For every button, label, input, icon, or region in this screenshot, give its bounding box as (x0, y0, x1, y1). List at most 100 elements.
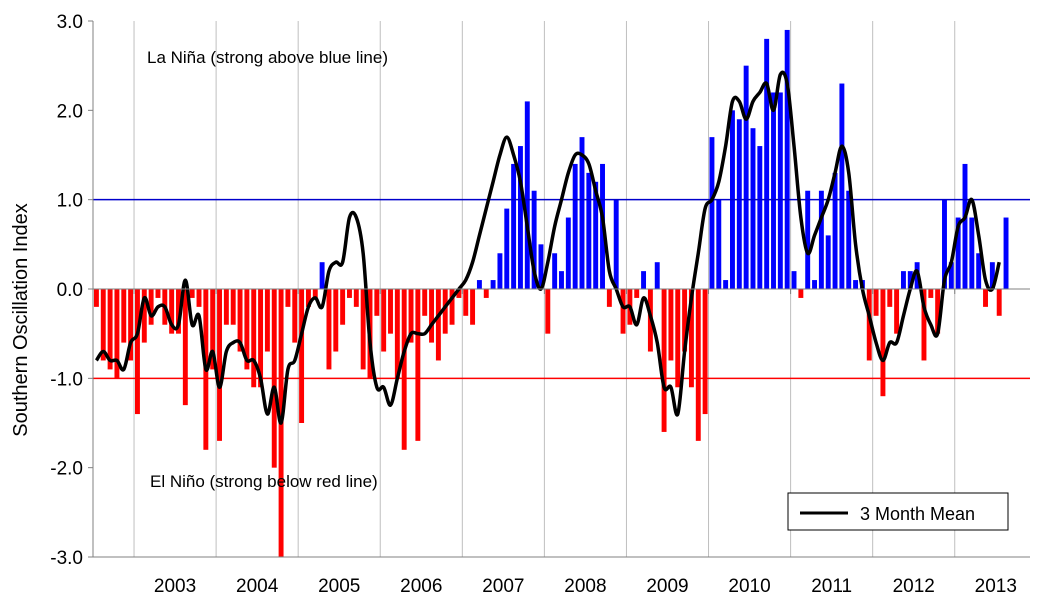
soi-bar (846, 190, 852, 289)
soi-bar (989, 262, 995, 289)
soi-bar (723, 280, 729, 289)
x-tick-label: 2007 (482, 576, 524, 597)
soi-bar (654, 262, 660, 289)
y-tick-label: -3.0 (50, 548, 83, 569)
soi-bar (736, 119, 742, 290)
soi-bar (606, 289, 612, 307)
soi-bar (360, 289, 366, 370)
soi-bar (709, 137, 715, 289)
soi-bar (880, 289, 886, 397)
soi-bar (442, 289, 448, 334)
soi-bar (634, 289, 640, 298)
y-tick-label: 3.0 (57, 12, 83, 33)
soi-bar (408, 289, 414, 343)
soi-bar (552, 253, 558, 289)
soi-bar (155, 289, 161, 298)
soi-bar (230, 289, 236, 325)
soi-bar (415, 289, 421, 441)
y-tick-label: 2.0 (57, 101, 83, 122)
soi-bar (210, 289, 216, 370)
soi-bar (517, 146, 523, 289)
soi-bar (394, 289, 400, 379)
soi-bar (217, 289, 222, 441)
soi-bar (353, 289, 359, 307)
soi-bar (470, 289, 476, 325)
soi-bar (907, 271, 913, 289)
soi-bar (504, 208, 510, 289)
soi-bar (702, 289, 708, 415)
soi-bar (545, 289, 551, 334)
soi-bar (196, 289, 202, 307)
soi-bar (688, 289, 694, 388)
soi-bar (148, 289, 154, 325)
soi-bar (319, 262, 325, 289)
soi-bar (866, 289, 872, 361)
soi-bar (524, 101, 530, 290)
soi-bar (593, 181, 599, 289)
soi-bar (449, 289, 455, 325)
soi-bar (777, 92, 783, 289)
soi-bar (121, 289, 127, 343)
el-nino-annotation: El Niño (strong below red line) (150, 472, 378, 491)
x-tick-label: 2013 (975, 576, 1017, 597)
soi-bar (169, 289, 175, 334)
soi-bar (531, 190, 537, 289)
soi-bar (490, 280, 496, 289)
soi-bar (955, 217, 961, 289)
soi-bar (586, 172, 592, 289)
soi-bar (887, 289, 893, 307)
x-tick-label: 2004 (236, 576, 279, 597)
soi-bar (483, 289, 489, 298)
mean-line-layer (94, 70, 1001, 425)
soi-bar (613, 199, 619, 289)
soi-bar (675, 289, 681, 388)
soi-bar (771, 92, 776, 289)
legend-label: 3 Month Mean (860, 504, 975, 524)
soi-bar (784, 29, 790, 290)
soi-bar (1003, 217, 1009, 289)
x-tick-label: 2005 (318, 576, 360, 597)
soi-bar (764, 38, 770, 289)
soi-bar (333, 289, 339, 352)
soi-bar (114, 289, 120, 379)
soi-bar (921, 289, 927, 361)
x-tick-label: 2003 (154, 576, 196, 597)
soi-bar (695, 289, 701, 441)
soi-bar (381, 289, 387, 352)
soi-bar (572, 163, 578, 289)
soi-bar (497, 253, 503, 289)
axis-layer: 3.0 2.0 1.0 0.0 -1.0 -2.0 -3.0 2003 2004 2005 2006… (50, 12, 1030, 597)
soi-bar (969, 217, 975, 289)
soi-bar (791, 271, 797, 289)
soi-bar (962, 163, 968, 289)
legend: 3 Month Mean (787, 492, 1009, 531)
soi-bar (839, 83, 845, 290)
y-tick-label: 0.0 (57, 280, 83, 301)
soi-bar (894, 289, 900, 334)
soi-bar (942, 199, 947, 289)
y-tick-label: -1.0 (50, 369, 83, 390)
soi-bar (100, 289, 106, 361)
soi-bar (935, 289, 941, 334)
soi-bar (641, 271, 647, 289)
soi-bar (258, 289, 264, 388)
x-tick-label: 2009 (646, 576, 688, 597)
soi-bar (251, 289, 257, 388)
soi-bar (340, 289, 346, 325)
soi-bar (374, 289, 380, 316)
soi-bar (223, 289, 229, 325)
y-axis-label: Southern Oscillation Index (10, 203, 32, 436)
soi-bar (668, 289, 674, 361)
soi-bar (825, 235, 831, 289)
soi-bar (237, 289, 243, 352)
soi-bar (682, 289, 688, 352)
soi-bar (401, 289, 407, 450)
soi-bar (853, 280, 859, 289)
soi-bar (182, 289, 188, 406)
three-month-mean-line (94, 70, 1001, 425)
soi-bar (579, 137, 585, 289)
soi-bar (326, 289, 332, 370)
x-tick-label: 2011 (811, 576, 852, 597)
